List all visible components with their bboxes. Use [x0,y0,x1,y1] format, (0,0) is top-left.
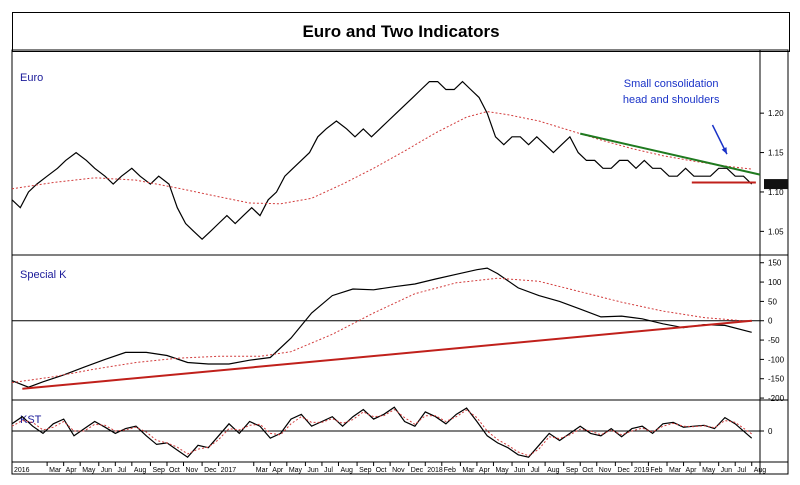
x-tick-label: May [82,467,96,474]
x-tick-label: Nov [599,467,612,474]
y-tick-label-special_k: 150 [768,259,782,268]
series-euro-price [11,80,753,241]
series-euro-moving-average [11,111,752,205]
x-tick-label: Sep [152,467,165,474]
x-tick-label: 2016 [14,467,30,474]
x-tick-label: 2018 [427,467,443,474]
x-tick-label: Feb [650,467,662,474]
x-tick-label: Jun [101,467,112,474]
x-tick-label: May [495,467,509,474]
chart-title-box: Euro and Two Indicators [12,12,790,52]
y-tick-label-euro: 1.20 [768,109,784,118]
y-tick-label-special_k: 0 [768,317,773,326]
x-tick-label: Mar [49,467,62,474]
last-value-marker [764,179,788,190]
trendline-uptrend-red [22,319,752,390]
x-tick-label: Aug [754,467,767,474]
x-tick-label: Dec [617,467,630,474]
x-tick-label: Jul [737,467,746,474]
chart-frame [11,49,789,475]
y-tick-label-kst: 0 [768,427,773,436]
x-tick-label: Apr [272,467,284,474]
y-tick-label-euro: 1.05 [768,227,784,236]
x-tick-label: 2019 [634,467,650,474]
x-tick-label: Jul [531,467,540,474]
x-tick-label: Oct [169,467,180,474]
panel-label-euro: Euro [20,72,43,84]
x-tick-label: Aug [340,467,353,474]
x-tick-label: Jun [307,467,318,474]
x-tick-label: 2017 [221,467,237,474]
chart-title: Euro and Two Indicators [302,22,500,41]
y-tick-label-special_k: -100 [768,355,785,364]
x-tick-label: Feb [444,467,456,474]
x-tick-label: Jul [117,467,126,474]
x-tick-label: Apr [66,467,78,474]
x-tick-label: Dec [204,467,217,474]
x-tick-label: May [289,467,303,474]
x-tick-label: Mar [669,467,682,474]
x-tick-label: Apr [479,467,491,474]
x-tick-label: Dec [411,467,424,474]
x-tick-label: Aug [547,467,560,474]
y-tick-label-special_k: 100 [768,278,782,287]
y-tick-label-special_k: 50 [768,297,777,306]
y-tick-label-euro: 1.15 [768,149,784,158]
x-tick-label: Nov [186,467,199,474]
series-kst-indicator [11,406,753,458]
y-tick-label-euro: 1.10 [768,188,784,197]
x-tick-label: Nov [392,467,405,474]
x-tick-label: Jun [721,467,732,474]
annotation-arrowhead [721,147,727,155]
x-tick-label: Apr [686,467,698,474]
x-tick-label: Mar [256,467,269,474]
y-tick-label-special_k: -200 [768,394,785,403]
x-tick-label: Oct [582,467,593,474]
series-kst-moving-average [11,408,752,457]
y-tick-label-special_k: -50 [768,336,780,345]
annotation-text: head and shoulders [623,94,720,106]
x-tick-label: Jun [514,467,525,474]
x-tick-label: Sep [566,467,579,474]
annotation-text: Small consolidation [624,78,719,90]
x-tick-label: May [702,467,716,474]
x-tick-label: Aug [134,467,147,474]
trendline-neckline-green [580,132,761,176]
x-tick-label: Jul [324,467,333,474]
panel-label-kst: KST [20,414,42,426]
panel-label-special_k: Special K [20,269,67,281]
series-special_k-indicator [11,267,752,388]
series-special_k-moving-average [11,277,752,384]
y-tick-label-special_k: -150 [768,375,785,384]
x-tick-label: Sep [359,467,372,474]
x-tick-label: Oct [376,467,387,474]
x-tick-label: Mar [462,467,475,474]
